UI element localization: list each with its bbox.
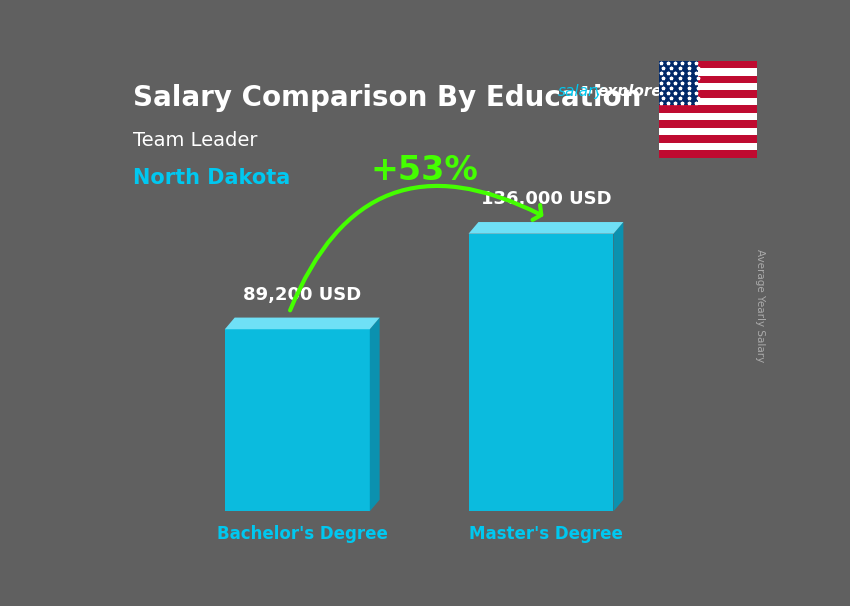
Bar [659,83,756,90]
Bar [659,76,756,83]
Bar [659,142,756,150]
Bar [659,61,698,105]
Text: Salary Comparison By Education: Salary Comparison By Education [133,84,641,112]
Text: Master's Degree: Master's Degree [469,525,623,544]
Text: Average Yearly Salary: Average Yearly Salary [755,250,765,362]
Text: 89,200 USD: 89,200 USD [243,285,361,304]
Bar [659,113,756,120]
Bar [659,128,756,135]
Polygon shape [468,234,614,511]
Bar [659,150,756,158]
Bar [659,135,756,142]
Polygon shape [370,318,380,511]
Text: .com: .com [663,84,704,99]
Polygon shape [614,222,623,511]
Bar [659,120,756,128]
Bar [659,105,756,113]
Text: 136,000 USD: 136,000 USD [480,190,611,208]
Bar [659,61,756,68]
Polygon shape [468,222,623,234]
Text: Bachelor's Degree: Bachelor's Degree [217,525,388,544]
Text: North Dakota: North Dakota [133,168,290,188]
Polygon shape [224,318,380,329]
Text: Team Leader: Team Leader [133,131,257,150]
Text: +53%: +53% [371,154,478,187]
Bar [659,98,756,105]
Bar [659,68,756,76]
Text: salary: salary [558,84,604,99]
Bar [659,90,756,98]
Text: explorer: explorer [597,84,669,99]
Polygon shape [224,329,370,511]
